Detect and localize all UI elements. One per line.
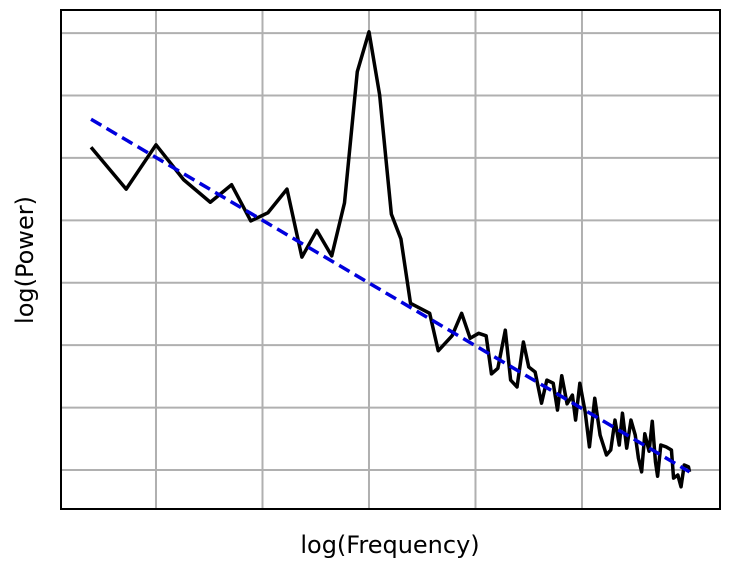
data-line bbox=[90, 117, 691, 474]
x-axis-label: log(Frequency) bbox=[300, 531, 479, 559]
data-line bbox=[89, 30, 692, 489]
plot-frame bbox=[60, 9, 721, 510]
y-axis-label: log(Power) bbox=[11, 196, 39, 324]
